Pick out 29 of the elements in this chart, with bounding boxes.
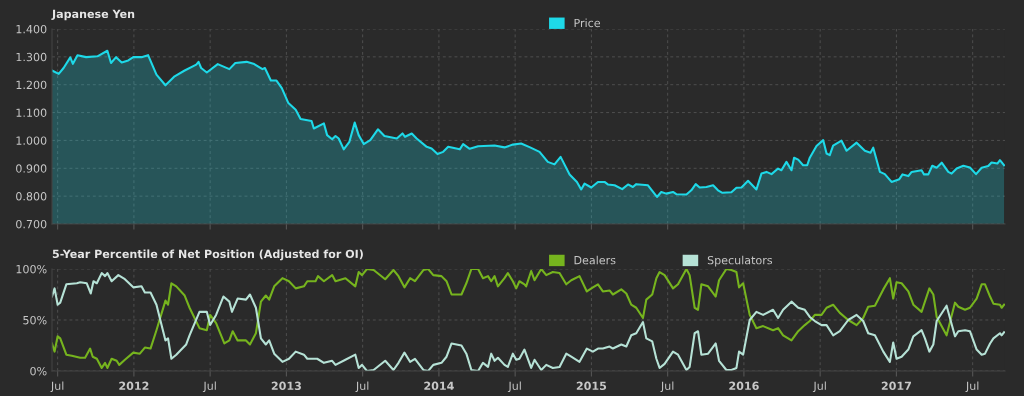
y-tick-label: 1.400 <box>16 24 47 34</box>
legend-label: Speculators <box>707 255 773 267</box>
x-tick-label: 2016 <box>729 381 759 391</box>
legend-label: Price <box>574 18 601 28</box>
y-tick-label: 0.900 <box>16 164 47 173</box>
x-tick-label: Jul <box>355 381 369 393</box>
y-tick-label: 50% <box>23 315 47 325</box>
y-tick-label: 1.300 <box>16 52 47 62</box>
y-tick-label: 1.200 <box>16 80 47 90</box>
y-tick-label: 0.800 <box>16 192 47 201</box>
x-tick-label: 2015 <box>576 381 607 391</box>
chart-title: 5-Year Percentile of Net Position (Adjusted for OI) <box>52 249 363 261</box>
legend-label: Dealers <box>574 255 616 265</box>
x-tick-label: Jul <box>965 381 979 393</box>
y-tick-label: 100% <box>16 264 47 274</box>
x-tick-label: 2014 <box>424 381 454 391</box>
y-tick-label: 0.700 <box>16 219 47 229</box>
x-tick-label: Jul <box>507 381 521 393</box>
x-tick-label: 2013 <box>271 381 301 391</box>
y-tick-label: 1.100 <box>16 108 47 117</box>
x-tick-label: 2012 <box>119 381 149 391</box>
x-tick-label: Jul <box>812 381 826 393</box>
x-tick-label: Jul <box>202 381 216 393</box>
x-tick-label: Jul <box>50 381 64 393</box>
y-tick-label: 0% <box>30 366 47 376</box>
x-tick-label: 2017 <box>881 381 911 391</box>
x-tick-label: Jul <box>660 381 674 393</box>
y-tick-label: 1.000 <box>16 136 47 145</box>
chart-title: Japanese Yen <box>51 9 135 21</box>
